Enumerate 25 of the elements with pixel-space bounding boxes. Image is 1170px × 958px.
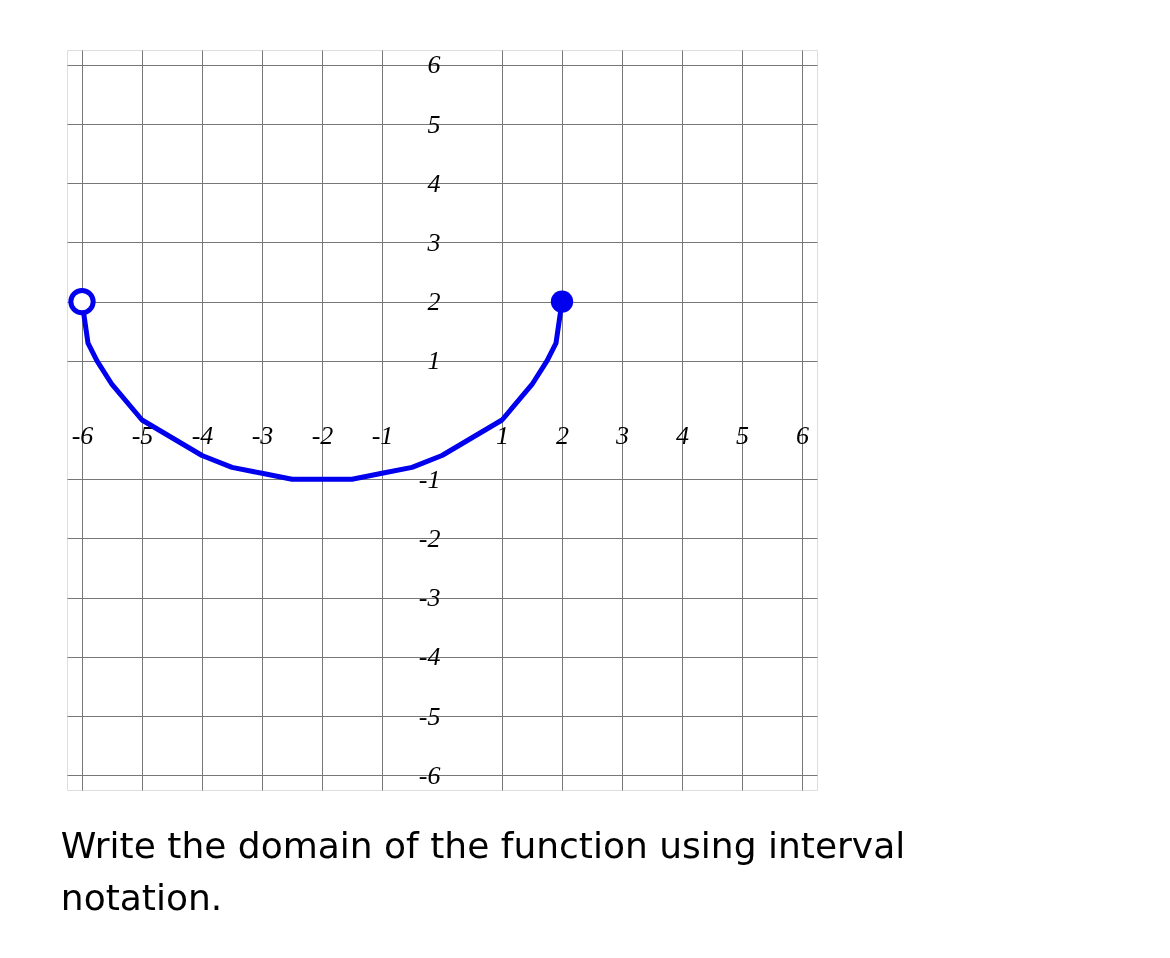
y-tick-label: 3 <box>426 227 441 257</box>
x-tick-label: -1 <box>371 420 394 450</box>
y-tick-label: -4 <box>418 642 441 672</box>
x-tick-label: -4 <box>191 420 214 450</box>
x-tick-label: 6 <box>796 420 809 450</box>
y-tick-label: 2 <box>427 287 441 317</box>
x-tick-label: 2 <box>556 420 569 450</box>
y-tick-label: -1 <box>418 464 441 494</box>
x-tick-label: -5 <box>131 420 154 450</box>
x-tick-label: 4 <box>676 420 689 450</box>
y-tick-label: -3 <box>418 583 441 613</box>
x-tick-label: 5 <box>736 420 749 450</box>
x-tick-label: -6 <box>71 420 94 450</box>
y-tick-label: -5 <box>418 701 441 731</box>
y-tick-label: 4 <box>427 168 441 198</box>
y-tick-label: 6 <box>427 50 441 80</box>
y-tick-label: 1 <box>427 346 441 376</box>
x-tick-label: -2 <box>311 420 334 450</box>
y-tick-label: -2 <box>418 523 441 553</box>
x-tick-label: -3 <box>251 420 274 450</box>
x-tick-label: 3 <box>615 420 629 450</box>
x-tick-label: 1 <box>496 420 509 450</box>
text: Write the domain of the function using interval notation. <box>60 825 906 918</box>
y-tick-label: 5 <box>427 109 441 139</box>
y-tick-label: -6 <box>418 760 441 790</box>
